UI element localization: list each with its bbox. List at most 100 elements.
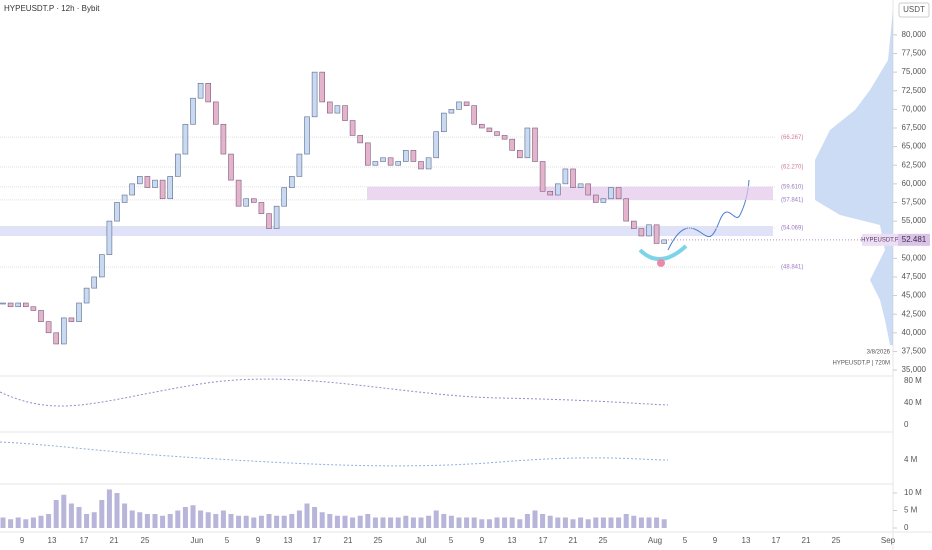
- candle: [349, 120, 356, 136]
- candle: [471, 105, 478, 125]
- volume-tick-label: 10 M: [904, 488, 922, 497]
- currency-badge: [898, 2, 930, 18]
- volume-bar: [152, 514, 158, 528]
- volume-bar: [205, 512, 211, 528]
- last-price-symbol: HYPEUSDT.P: [861, 237, 899, 243]
- candle: [228, 153, 234, 181]
- volume-bar: [144, 514, 150, 528]
- candle: [524, 127, 531, 159]
- volume-bar: [182, 507, 188, 528]
- volume-bar: [137, 512, 143, 528]
- candle: [182, 123, 189, 155]
- volume-bar: [76, 507, 82, 528]
- candle: [334, 105, 341, 114]
- fib-label: (66.267): [781, 135, 803, 141]
- candle: [30, 306, 37, 311]
- volume-bar: [84, 514, 90, 528]
- last-price-symbol-bg: [862, 233, 898, 246]
- candle: [121, 194, 128, 203]
- y-tick-label: 70,000: [902, 104, 927, 113]
- candle: [516, 150, 523, 159]
- candle: [129, 183, 135, 196]
- volume-bar: [593, 517, 599, 528]
- candle: [547, 190, 554, 196]
- candle: [630, 220, 637, 229]
- volume-bar: [327, 514, 333, 528]
- volume-bar: [365, 514, 371, 528]
- volume-bar: [342, 515, 348, 528]
- candle: [372, 161, 379, 166]
- profile-label: HYPEUSDT.P | 720M: [833, 361, 890, 367]
- fib-label: (54.069): [781, 226, 803, 232]
- volume-bar: [23, 519, 29, 528]
- candle: [258, 202, 265, 214]
- candle: [448, 109, 455, 114]
- volume-bar: [319, 512, 325, 528]
- volume-bar: [312, 507, 318, 528]
- volume-bar: [243, 515, 249, 528]
- candle: [646, 224, 652, 237]
- candle: [433, 131, 440, 159]
- x-tick-label: 17: [539, 536, 548, 545]
- volume-bar: [578, 517, 584, 528]
- candle: [266, 213, 272, 229]
- candle: [304, 116, 310, 155]
- volume-bar: [114, 493, 120, 528]
- candle: [463, 101, 470, 106]
- x-tick-label: 21: [110, 536, 119, 545]
- y-tick-label: 42,500: [902, 309, 927, 318]
- candle: [53, 332, 60, 345]
- volume-bar: [350, 517, 356, 528]
- candle: [440, 112, 447, 133]
- last-price-bg: [898, 233, 930, 246]
- candle: [273, 205, 280, 229]
- volume-bar: [380, 517, 386, 528]
- fib-label: (48.841): [781, 265, 803, 271]
- volume-bar: [122, 503, 128, 528]
- indicator-axis-label: 40 M: [904, 398, 922, 407]
- indicator-line: [0, 378, 669, 407]
- candle: [456, 101, 462, 110]
- volume-bar: [334, 515, 340, 528]
- x-tick-label: 13: [508, 536, 517, 545]
- volume-bar: [418, 517, 424, 528]
- candle: [319, 71, 326, 103]
- volume-bar: [213, 514, 219, 528]
- candle: [380, 157, 386, 162]
- candle: [106, 220, 113, 255]
- volume-bar: [395, 517, 401, 528]
- volume-bar: [654, 517, 660, 528]
- x-tick-label: 9: [713, 536, 718, 545]
- x-tick-label: Jun: [191, 536, 204, 545]
- volume-bar: [433, 510, 439, 528]
- candle: [486, 127, 493, 133]
- y-tick-label: 40,000: [902, 328, 927, 337]
- volume-bar: [616, 517, 622, 528]
- x-tick-label: 17: [313, 536, 322, 545]
- x-tick-label: 13: [284, 536, 293, 545]
- candle: [570, 168, 576, 188]
- candle: [592, 194, 599, 203]
- candle: [342, 105, 348, 121]
- volume-bar: [357, 515, 363, 528]
- candle: [144, 176, 151, 188]
- volume-bar: [167, 514, 173, 528]
- volume-bar: [8, 519, 14, 528]
- candle: [197, 83, 204, 99]
- candle: [83, 287, 90, 304]
- candle: [251, 198, 257, 203]
- indicator-line: [0, 441, 669, 467]
- currency: USDT: [903, 5, 925, 14]
- y-tick-label: 60,000: [902, 179, 927, 188]
- volume-bar: [471, 517, 477, 528]
- candle: [402, 150, 409, 162]
- candle: [60, 317, 67, 345]
- volume-bar: [600, 517, 606, 528]
- volume-bar: [517, 519, 523, 528]
- volume-bar: [372, 517, 378, 528]
- candle: [653, 224, 660, 244]
- volume-bar: [175, 510, 181, 528]
- candle: [22, 302, 29, 308]
- x-tick-label: Sep: [881, 536, 896, 545]
- candle: [638, 228, 645, 237]
